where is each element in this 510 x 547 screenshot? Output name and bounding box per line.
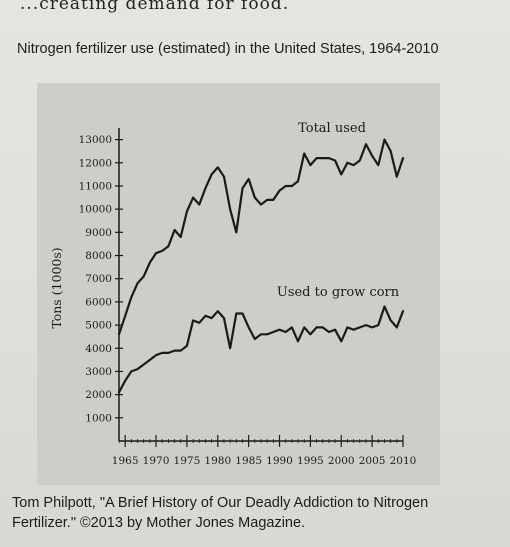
- total-used-line: [117, 138, 405, 336]
- x-tick-label: 1995: [297, 455, 324, 467]
- chart-panel: 1000 2000 3000 4000 5000 6000 7000 8000 9000 1000…: [37, 83, 440, 485]
- y-axis-title: Tons (1000s): [49, 247, 64, 328]
- y-tick-label: 9000: [85, 227, 112, 239]
- y-tick-label: 4000: [85, 343, 112, 355]
- figure-caption: Tom Philpott, "A Brief History of Our De…: [12, 493, 510, 533]
- cut-off-text-line: ...creating demand for food.: [20, 0, 290, 14]
- series-lines: [117, 138, 405, 394]
- x-tick-label: 1980: [204, 455, 231, 467]
- used-to-grow-corn-line: [117, 305, 405, 394]
- y-tick-label: 8000: [85, 250, 112, 262]
- figure-title: Nitrogen fertilizer use (estimated) in t…: [17, 41, 439, 57]
- x-tick-label: 2010: [390, 455, 417, 467]
- y-tick-label: 6000: [85, 296, 112, 308]
- y-tick-label: 11000: [79, 180, 112, 192]
- x-tick-label: 1990: [266, 455, 293, 467]
- caption-line-2: Fertilizer." ©2013 by Mother Jones Magaz…: [12, 515, 306, 531]
- x-tick-label: 2005: [359, 455, 386, 467]
- y-tick-label: 3000: [85, 366, 112, 378]
- x-tick-label: 1975: [174, 455, 201, 467]
- y-tick-label: 5000: [85, 320, 112, 332]
- y-tick-label: 2000: [85, 389, 112, 401]
- series-label-used-to-grow-corn: Used to grow corn: [277, 285, 400, 300]
- y-tick-label: 1000: [85, 412, 112, 424]
- y-ticks: 1000 2000 3000 4000 5000 6000 7000 8000 9000 1000…: [79, 134, 123, 424]
- line-chart: 1000 2000 3000 4000 5000 6000 7000 8000 9000 1000…: [49, 121, 417, 467]
- y-tick-label: 12000: [79, 157, 112, 169]
- x-tick-label: 1970: [143, 455, 170, 467]
- x-tick-label: 1965: [112, 455, 139, 467]
- x-ticks: 1965 1970 1975 1980 1985 1990 1995 2000 2005 2010: [112, 435, 417, 467]
- caption-line-1: Tom Philpott, "A Brief History of Our De…: [12, 495, 429, 511]
- series-label-total-used: Total used: [298, 121, 366, 136]
- x-tick-label: 2000: [328, 455, 355, 467]
- y-tick-label: 13000: [79, 134, 112, 146]
- y-tick-label: 10000: [79, 204, 112, 216]
- x-tick-label: 1985: [235, 455, 262, 467]
- y-tick-label: 7000: [85, 273, 112, 285]
